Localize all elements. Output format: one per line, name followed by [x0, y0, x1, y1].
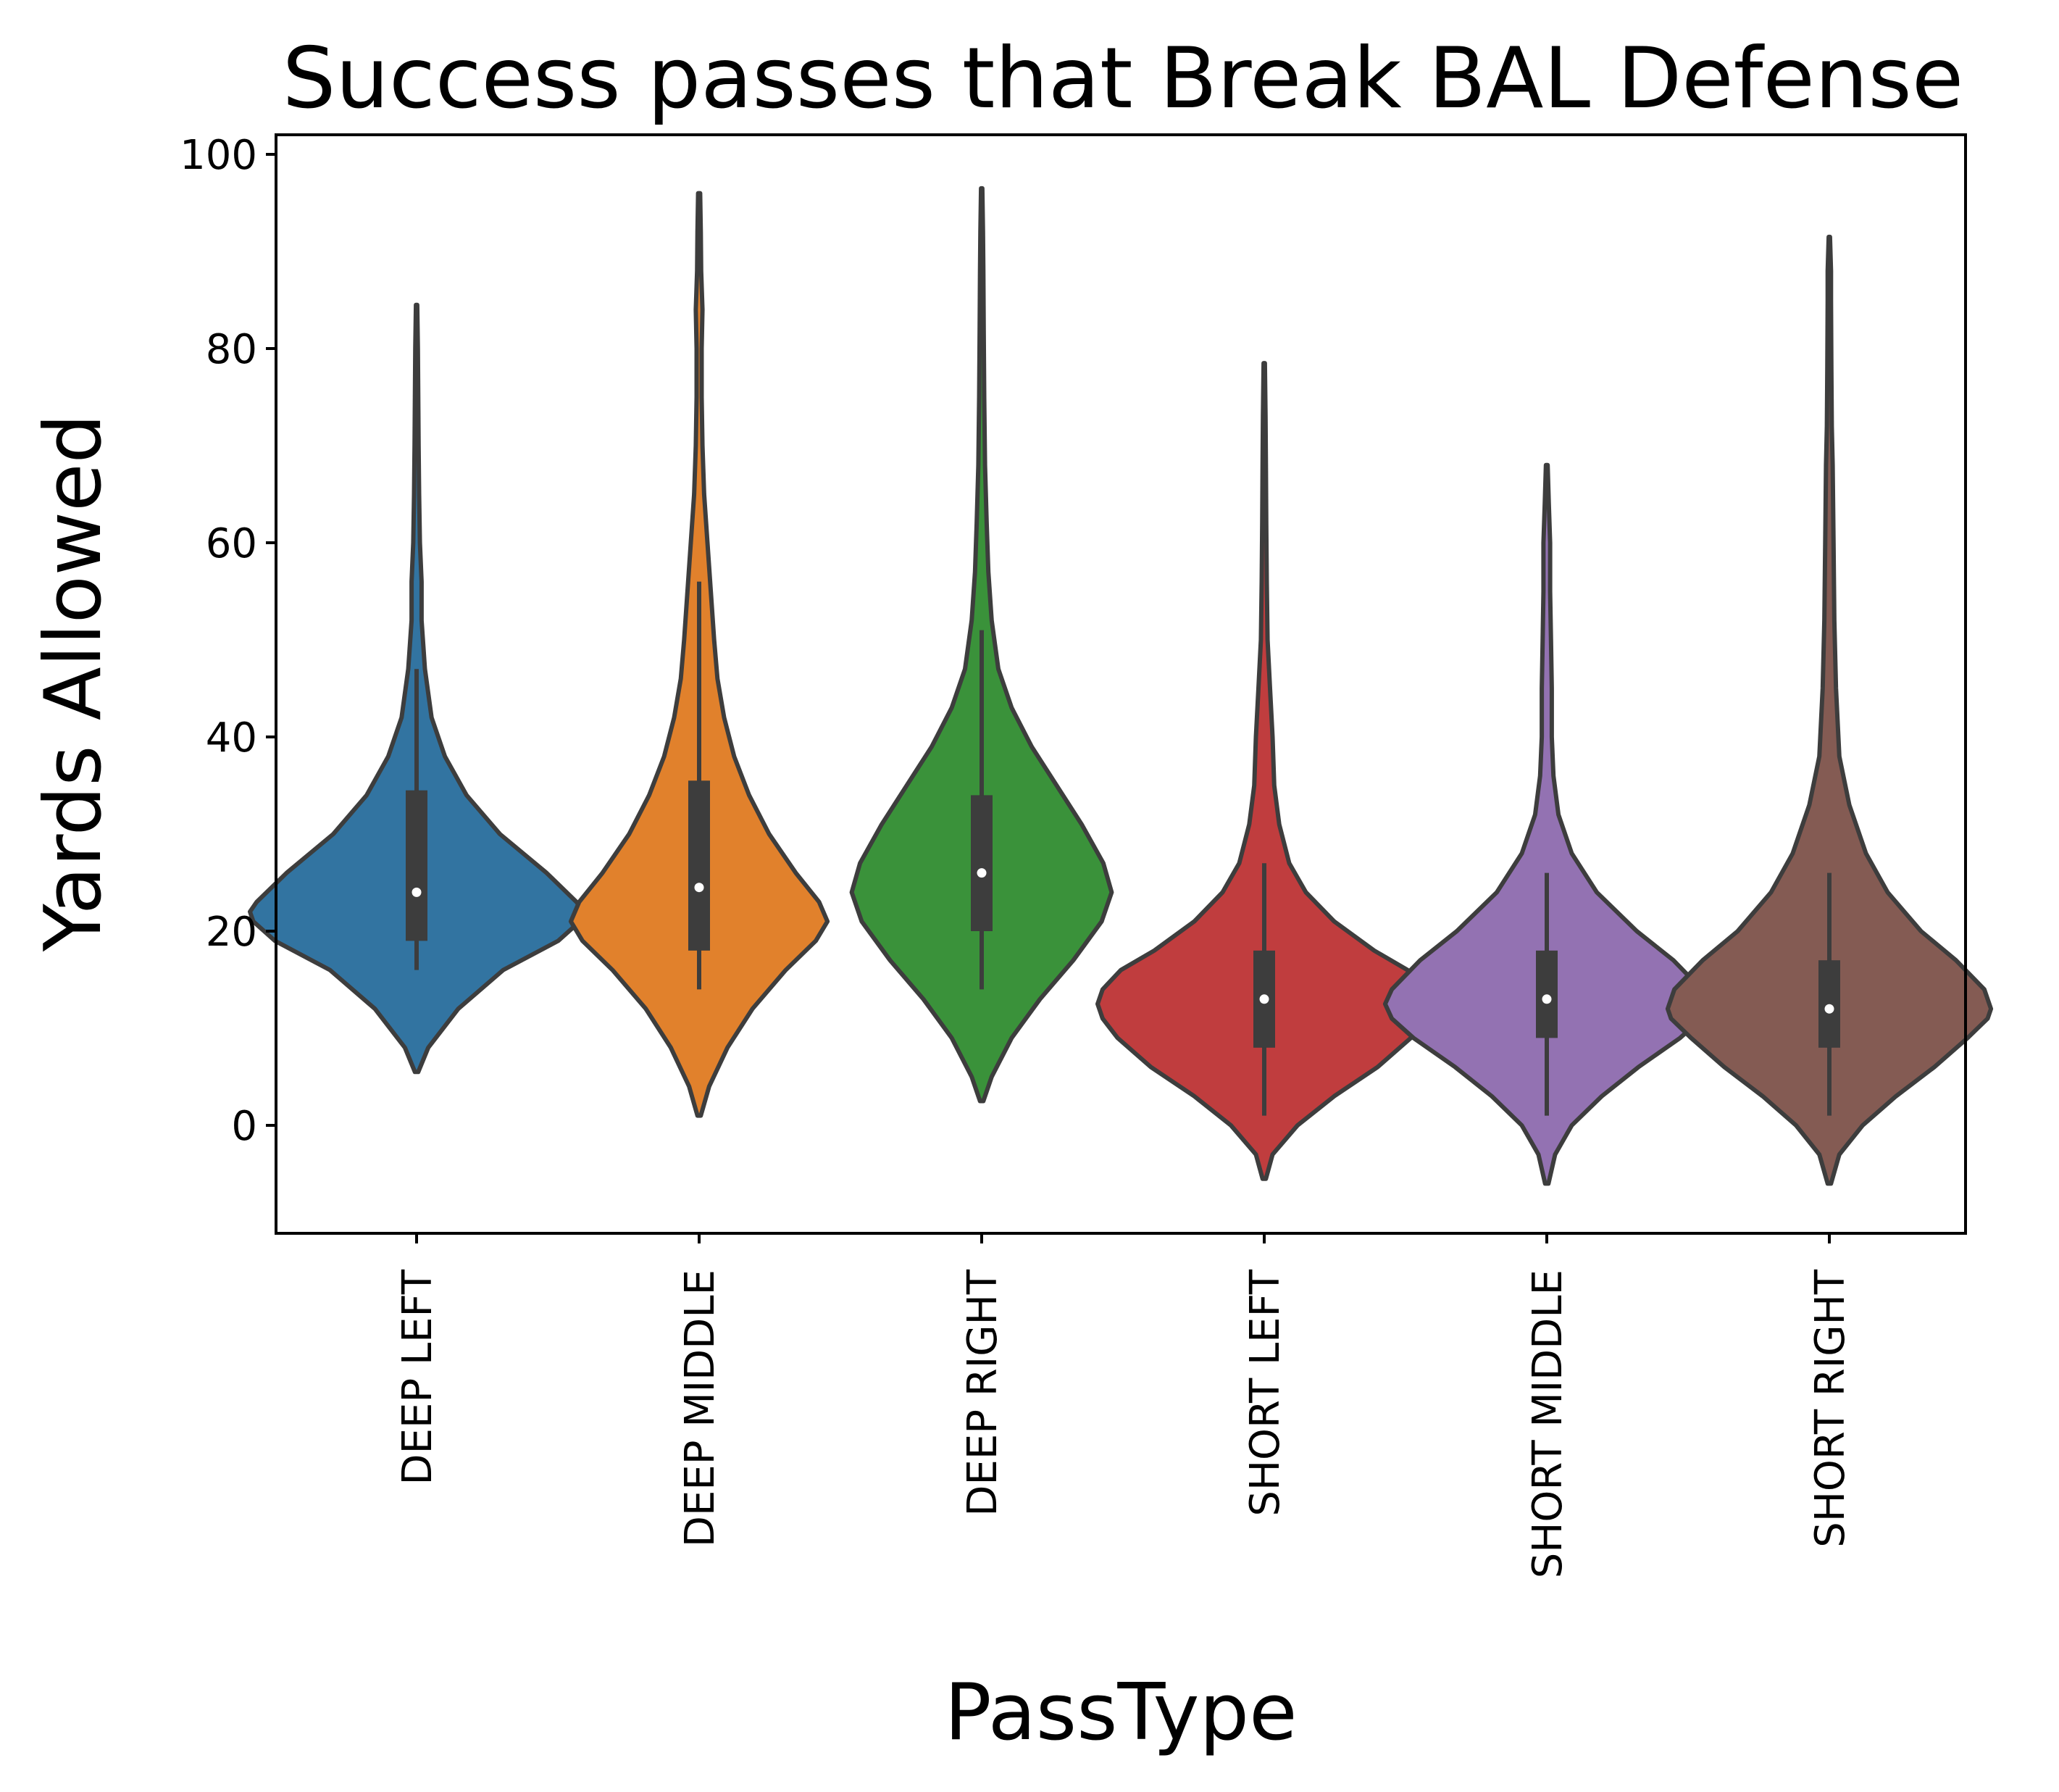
- violins-group: [250, 188, 1991, 1184]
- y-tick-label-20: 20: [206, 909, 257, 956]
- x-tick-label-deep-left: DEEP LEFT: [394, 1269, 441, 1485]
- median-dot-deep-right: [977, 868, 987, 878]
- x-axis: DEEP LEFT DEEP MIDDLE DEEP RIGHT SHORT LEFT…: [394, 1233, 1854, 1578]
- median-dot-deep-middle: [695, 883, 704, 892]
- x-tick-label-short-right: SHORT RIGHT: [1807, 1269, 1854, 1548]
- y-tick-label-100: 100: [180, 132, 257, 179]
- y-tick-label-0: 0: [231, 1103, 257, 1150]
- plot-frame: [276, 135, 1966, 1233]
- x-tick-label-short-middle: SHORT MIDDLE: [1524, 1270, 1571, 1578]
- median-dot-deep-left: [412, 888, 422, 897]
- iqr-box-short-right: [1818, 960, 1840, 1048]
- chart-title: Success passes that Break BAL Defense: [283, 30, 1963, 128]
- median-dot-short-right: [1825, 1004, 1834, 1014]
- y-tick-label-40: 40: [206, 714, 257, 762]
- x-axis-label: PassType: [944, 1667, 1297, 1758]
- iqr-box-deep-left: [406, 791, 427, 941]
- median-dot-short-middle: [1542, 994, 1552, 1004]
- y-tick-label-60: 60: [206, 520, 257, 567]
- x-tick-label-short-left: SHORT LEFT: [1242, 1269, 1289, 1516]
- y-tick-label-80: 80: [206, 326, 257, 373]
- iqr-box-short-middle: [1536, 951, 1558, 1038]
- y-axis-label: Yards Allowed: [28, 414, 119, 952]
- iqr-box-deep-right: [971, 795, 993, 931]
- y-axis: 0 20 40 60 80 100: [180, 132, 276, 1150]
- iqr-box-deep-middle: [688, 780, 710, 951]
- x-tick-label-deep-right: DEEP RIGHT: [959, 1269, 1006, 1516]
- x-tick-label-deep-middle: DEEP MIDDLE: [677, 1270, 724, 1547]
- median-dot-short-left: [1260, 994, 1269, 1004]
